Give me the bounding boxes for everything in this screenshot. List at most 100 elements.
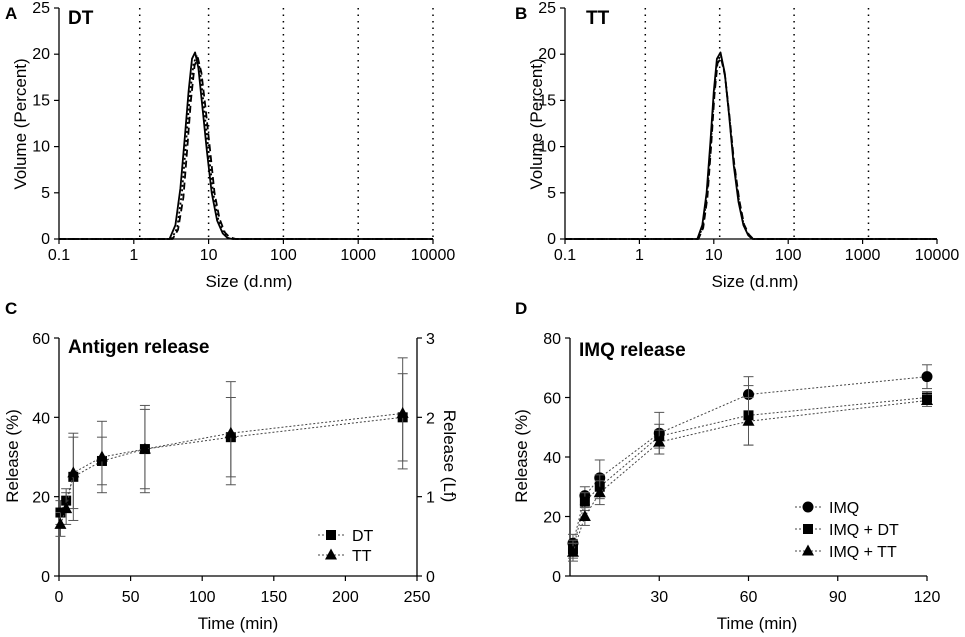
panel-d-series-line bbox=[572, 397, 928, 550]
panel-d-data-point bbox=[742, 414, 755, 426]
panel-a: A 0 5 10 15 20 25 0.1 1 10 100 1000 10000 DT Size (… bbox=[5, 0, 455, 291]
panel-c-legend-marker bbox=[325, 548, 337, 560]
panel-c-title: Antigen release bbox=[68, 337, 210, 358]
panel-c-y2-tick-label: 3 bbox=[426, 331, 435, 348]
panel-c-x-tick-label: 200 bbox=[332, 589, 359, 606]
panel-b-x-tick-label: 0.1 bbox=[554, 247, 576, 264]
panel-a-x-tick-label: 1000 bbox=[340, 247, 376, 264]
panel-c-data-point bbox=[95, 450, 108, 462]
panel-b-y-tick-label: 15 bbox=[538, 92, 556, 109]
panel-d-legend-marker bbox=[803, 524, 813, 534]
plot-a: 0 5 10 15 20 25 0.1 1 10 100 1000 10000 bbox=[32, 0, 455, 264]
panel-d-legend-label: IMQ + TT bbox=[829, 544, 897, 561]
panel-d-series-line bbox=[572, 376, 928, 544]
panel-c-legend-marker bbox=[326, 530, 336, 540]
panel-c-y-tick-label: 20 bbox=[32, 490, 50, 507]
panel-c-y-tick-label: 0 bbox=[41, 569, 50, 586]
panel-d-data-point bbox=[921, 393, 933, 405]
panel-d-legend-marker bbox=[802, 501, 814, 513]
panel-b-series-dashed bbox=[565, 57, 937, 240]
panel-b-y-tick-label: 10 bbox=[538, 139, 556, 156]
panel-c-y2-tick-label: 2 bbox=[426, 410, 435, 427]
panel-b-y-axis-title: Volume (Percent) bbox=[527, 58, 546, 189]
panel-d-y-tick-label: 60 bbox=[543, 391, 561, 408]
panel-c-x-tick-label: 100 bbox=[189, 589, 216, 606]
panel-d-x-tick-label: 90 bbox=[829, 589, 847, 606]
panel-d-x-axis-title: Time (min) bbox=[717, 614, 798, 633]
panel-c-y2-tick-label: 0 bbox=[426, 569, 435, 586]
panel-c-data-point bbox=[54, 517, 67, 529]
panel-c-x-tick-label: 50 bbox=[122, 589, 140, 606]
panel-c-x-tick-label: 150 bbox=[260, 589, 287, 606]
plot-b: 0 5 10 15 20 25 0.1 1 10 100 1000 10000 bbox=[538, 0, 959, 264]
panel-d-y-tick-label: 20 bbox=[543, 510, 561, 527]
panel-d-y-axis-title: Release (%) bbox=[512, 409, 531, 503]
panel-a-x-tick-label: 10 bbox=[200, 247, 218, 264]
panel-c-legend-label: DT bbox=[352, 528, 374, 545]
panel-a-x-tick-label: 100 bbox=[270, 247, 297, 264]
panel-c-x-axis-title: Time (min) bbox=[198, 614, 279, 633]
panel-d-data-point bbox=[921, 371, 933, 383]
panel-c: C 0 20 40 60 0 50 100 150 200 250 0 1 2 3 DT TT Antigen… bbox=[3, 299, 459, 633]
panel-d-x-tick-label: 30 bbox=[650, 589, 668, 606]
panel-b-x-tick-label: 1000 bbox=[845, 247, 881, 264]
plot-d: 0 20 40 60 80 30 60 90 120 IMQ IMQ + DT IMQ + TT bbox=[543, 331, 940, 606]
panel-c-data-point bbox=[67, 466, 80, 478]
panel-b-y-tick-label: 0 bbox=[547, 231, 556, 248]
panel-c-data-point bbox=[60, 502, 73, 514]
panel-a-x-tick-label: 0.1 bbox=[48, 247, 70, 264]
panel-b: B 0 5 10 15 20 25 0.1 1 10 100 1000 10000 TT Size (… bbox=[515, 0, 959, 291]
panel-d-title: IMQ release bbox=[579, 340, 686, 361]
panel-a-y-tick-label: 10 bbox=[32, 139, 50, 156]
panel-c-y-tick-label: 60 bbox=[32, 331, 50, 348]
panel-c-y2-axis-title: Release (Lf) bbox=[440, 410, 459, 503]
panel-c-x-tick-label: 250 bbox=[404, 589, 431, 606]
panel-a-x-tick-label: 10000 bbox=[411, 247, 456, 264]
panel-d-data-point bbox=[579, 496, 590, 507]
panel-d-legend-label: IMQ bbox=[829, 500, 859, 517]
panel-letter-a: A bbox=[5, 4, 17, 23]
panel-d-x-tick-label: 60 bbox=[740, 589, 758, 606]
panel-c-series-tt bbox=[54, 357, 409, 537]
panel-d-y-tick-label: 80 bbox=[543, 331, 561, 348]
panel-a-y-tick-label: 20 bbox=[32, 46, 50, 63]
panel-b-y-tick-label: 20 bbox=[538, 46, 556, 63]
panel-d-data-point bbox=[593, 486, 606, 498]
panel-d-legend: IMQ IMQ + DT IMQ + TT bbox=[795, 500, 899, 561]
panel-c-x-tick-label: 0 bbox=[55, 589, 64, 606]
panel-b-x-tick-label: 100 bbox=[775, 247, 802, 264]
panel-a-y-tick-label: 25 bbox=[32, 0, 50, 17]
panel-a-series-dashed bbox=[59, 57, 433, 240]
panel-c-y2-tick-label: 1 bbox=[426, 490, 435, 507]
panel-c-legend: DT TT bbox=[318, 528, 374, 565]
panel-d-series-imq-tt bbox=[566, 393, 933, 562]
panel-b-x-tick-label: 1 bbox=[635, 247, 644, 264]
panel-d-x-tick-label: 120 bbox=[914, 589, 941, 606]
panel-letter-d: D bbox=[515, 299, 527, 318]
panel-c-data-point bbox=[224, 426, 237, 438]
panel-a-series-dotted bbox=[59, 54, 433, 240]
panel-b-y-tick-label: 25 bbox=[538, 0, 556, 17]
panel-b-x-tick-label: 10 bbox=[705, 247, 723, 264]
panel-letter-b: B bbox=[515, 4, 527, 23]
panel-a-y-tick-label: 15 bbox=[32, 92, 50, 109]
panel-c-series-dt bbox=[55, 373, 408, 525]
panel-d-data-point bbox=[578, 510, 591, 521]
panel-d-data-point bbox=[566, 545, 579, 557]
panel-c-y-axis-title: Release (%) bbox=[3, 409, 22, 503]
panel-b-series-dotted bbox=[565, 54, 937, 240]
panel-b-y-tick-label: 5 bbox=[547, 185, 556, 202]
panel-d-data-point bbox=[653, 435, 666, 447]
panel-c-y-tick-label: 40 bbox=[32, 410, 50, 427]
panel-b-x-axis-title: Size (d.nm) bbox=[712, 272, 799, 291]
panel-a-y-tick-label: 0 bbox=[41, 231, 50, 248]
panel-d-y-tick-label: 40 bbox=[543, 450, 561, 467]
panel-c-legend-label: TT bbox=[352, 548, 372, 565]
panel-b-series-solid bbox=[565, 51, 937, 240]
panel-a-title: DT bbox=[68, 8, 94, 29]
panel-a-y-tick-label: 5 bbox=[41, 185, 50, 202]
panel-d-series-line bbox=[572, 400, 928, 553]
panel-a-x-axis-title: Size (d.nm) bbox=[206, 272, 293, 291]
